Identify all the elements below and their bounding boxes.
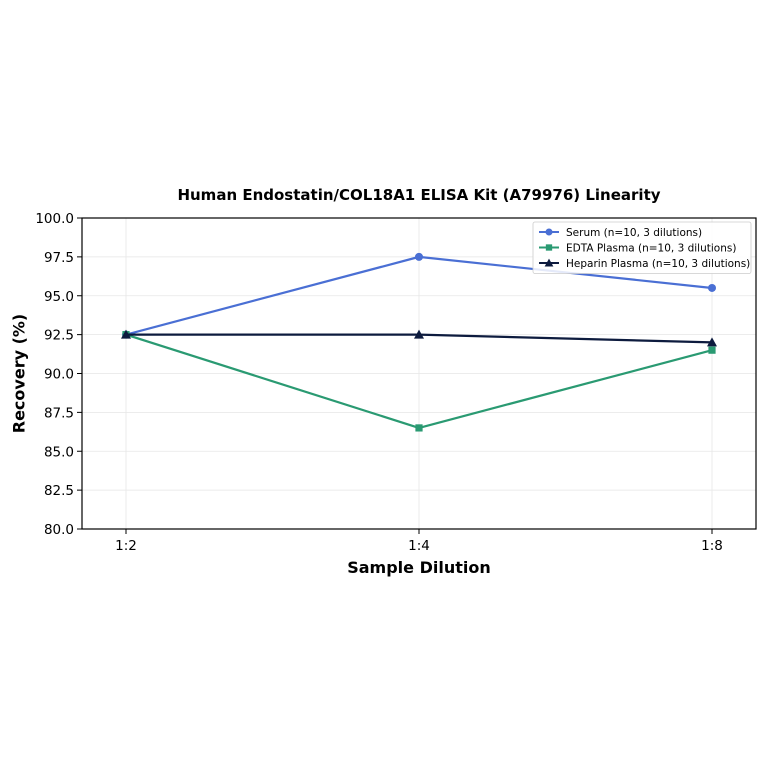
legend-label: EDTA Plasma (n=10, 3 dilutions) bbox=[566, 243, 736, 255]
y-tick-label: 97.5 bbox=[44, 250, 74, 266]
y-tick-label: 85.0 bbox=[44, 444, 74, 460]
x-tick-label: 1:2 bbox=[115, 538, 137, 554]
x-tick-label: 1:8 bbox=[701, 538, 723, 554]
legend: Serum (n=10, 3 dilutions) EDTA Plasma (n=… bbox=[532, 221, 752, 274]
y-tick-label: 80.0 bbox=[44, 522, 74, 538]
y-axis-label: Recovery (%) bbox=[10, 314, 29, 433]
legend-box bbox=[532, 221, 752, 274]
legend-item: Serum (n=10, 3 dilutions) bbox=[539, 227, 702, 239]
data-point bbox=[414, 329, 424, 339]
series-3 bbox=[121, 329, 717, 347]
legend-label: Serum (n=10, 3 dilutions) bbox=[566, 227, 702, 239]
data-point bbox=[121, 329, 131, 339]
y-tick-label: 100.0 bbox=[35, 211, 74, 227]
legend-label: Heparin Plasma (n=10, 3 dilutions) bbox=[566, 258, 750, 270]
legend-marker bbox=[544, 258, 554, 267]
legend-item: Heparin Plasma (n=10, 3 dilutions) bbox=[539, 258, 750, 270]
chart-title: Human Endostatin/COL18A1 ELISA Kit (A799… bbox=[177, 186, 660, 204]
data-point bbox=[415, 424, 423, 432]
y-tick-label: 95.0 bbox=[44, 289, 74, 305]
data-point bbox=[707, 337, 717, 347]
data-point bbox=[708, 283, 716, 292]
y-tick-label: 90.0 bbox=[44, 367, 74, 383]
y-tick-label: 82.5 bbox=[44, 483, 74, 499]
axis-ticks: 80.0 82.5 85.0 87.5 90.0 92.5 95.0 97.5 100.0 1:2… bbox=[35, 211, 723, 554]
data-point bbox=[415, 252, 423, 261]
x-tick-label: 1:4 bbox=[408, 538, 430, 554]
data-point bbox=[708, 346, 716, 354]
legend-marker bbox=[545, 228, 553, 236]
legend-item: EDTA Plasma (n=10, 3 dilutions) bbox=[539, 243, 736, 255]
y-tick-label: 92.5 bbox=[44, 328, 74, 344]
legend-marker bbox=[545, 244, 553, 251]
y-tick-label: 87.5 bbox=[44, 405, 74, 421]
x-axis-label: Sample Dilution bbox=[347, 558, 491, 577]
series-layer bbox=[121, 252, 717, 432]
